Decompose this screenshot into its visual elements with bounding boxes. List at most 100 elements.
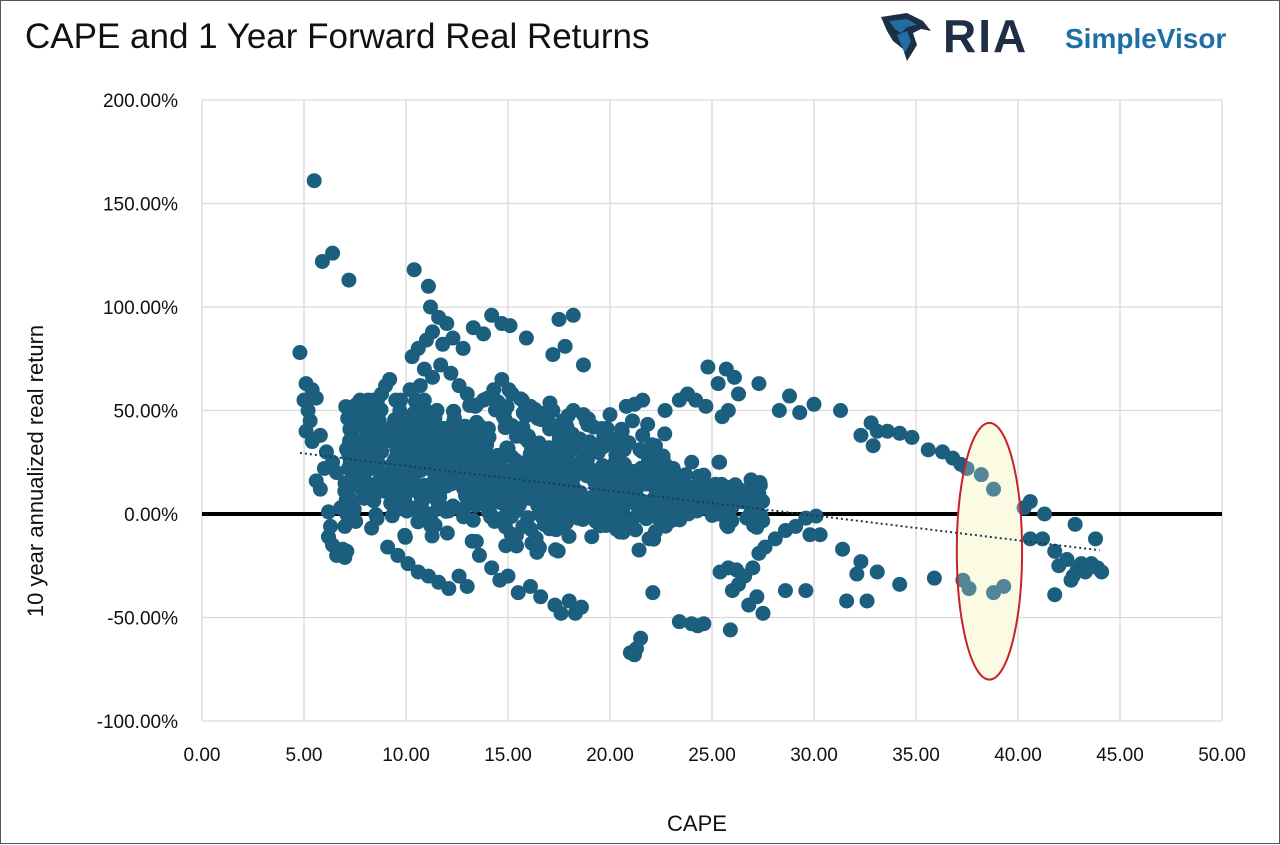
data-point [749, 519, 765, 535]
data-point [698, 398, 714, 414]
data-point [338, 399, 354, 415]
data-point [522, 398, 538, 414]
data-point [749, 589, 765, 605]
x-tick-label: 40.00 [994, 745, 1042, 766]
data-point [545, 403, 561, 418]
data-point [459, 578, 475, 594]
data-point [733, 492, 749, 508]
data-point [590, 445, 606, 461]
data-point [682, 497, 698, 513]
data-point [1059, 552, 1075, 568]
data-point [476, 326, 492, 342]
data-point [575, 407, 591, 423]
data-point [671, 392, 687, 408]
data-point [368, 507, 384, 523]
data-point [611, 457, 627, 473]
data-point [555, 413, 571, 429]
data-point [389, 500, 405, 516]
data-point [471, 547, 487, 563]
data-point [1067, 516, 1083, 532]
data-point [457, 418, 473, 434]
highlight-overlay [955, 421, 1024, 681]
data-point [869, 564, 885, 580]
data-point [672, 482, 688, 498]
x-tick-label: 0.00 [184, 745, 221, 766]
y-tick-label: 50.00% [114, 402, 179, 423]
data-point [528, 530, 544, 546]
x-axis-title: CAPE [667, 811, 727, 836]
data-point [767, 531, 783, 547]
logo-simplevisor-text: SimpleVisor [1065, 23, 1227, 54]
data-point [522, 446, 538, 462]
data-point [657, 426, 673, 442]
x-tick-label: 35.00 [892, 745, 940, 766]
data-point [441, 476, 457, 492]
data-point [1022, 531, 1038, 547]
data-point [724, 513, 740, 529]
data-point [700, 359, 716, 375]
data-point [561, 528, 577, 544]
data-point [584, 529, 600, 545]
data-point [492, 572, 508, 588]
data-point [349, 454, 365, 470]
x-tick-label: 10.00 [382, 745, 430, 766]
data-point [497, 412, 513, 428]
data-point [581, 461, 597, 477]
data-point [624, 413, 640, 429]
data-point [425, 369, 441, 385]
data-point [671, 469, 687, 485]
data-point [614, 423, 630, 439]
data-point [397, 445, 413, 461]
data-point [961, 581, 977, 597]
data-point [892, 425, 908, 441]
highlight-ellipse-outline [955, 421, 1024, 681]
data-point [598, 499, 614, 515]
data-point [537, 464, 553, 480]
data-point [459, 386, 475, 402]
data-point [347, 434, 363, 450]
data-point [356, 490, 372, 506]
data-point [440, 462, 456, 478]
data-point [996, 578, 1012, 594]
data-point [484, 560, 500, 576]
data-point [397, 529, 413, 545]
data-point [497, 519, 513, 535]
data-point [1034, 531, 1050, 547]
data-point [618, 398, 634, 414]
data-point [710, 376, 726, 392]
data-point [364, 520, 380, 536]
data-point [802, 527, 818, 543]
data-point [696, 478, 712, 494]
data-point [476, 392, 492, 408]
data-point [568, 484, 584, 500]
data-point [533, 589, 549, 605]
highlight-ellipse-fill [956, 422, 1023, 680]
data-point [463, 486, 479, 502]
data-point [1047, 543, 1063, 559]
y-tick-label: -50.00% [107, 609, 178, 630]
x-tick-label: 5.00 [286, 745, 323, 766]
data-point [641, 531, 657, 547]
data-point [635, 493, 651, 509]
data-point [726, 369, 742, 385]
data-point [430, 500, 446, 516]
y-axis-title: 10 year annualized real return [23, 325, 48, 617]
data-point [722, 622, 738, 638]
grid-lines [201, 99, 1223, 722]
data-point [499, 505, 515, 521]
data-point [316, 460, 332, 476]
data-point [806, 396, 822, 412]
data-point [853, 427, 869, 443]
data-point [859, 593, 875, 609]
data-point [439, 316, 455, 332]
data-point [456, 502, 472, 518]
data-point [351, 413, 367, 429]
data-point [639, 476, 655, 492]
data-point [522, 578, 538, 594]
data-point [588, 513, 604, 529]
data-point [476, 432, 492, 448]
data-point [312, 427, 328, 443]
data-point [684, 454, 700, 470]
data-point [634, 444, 650, 460]
